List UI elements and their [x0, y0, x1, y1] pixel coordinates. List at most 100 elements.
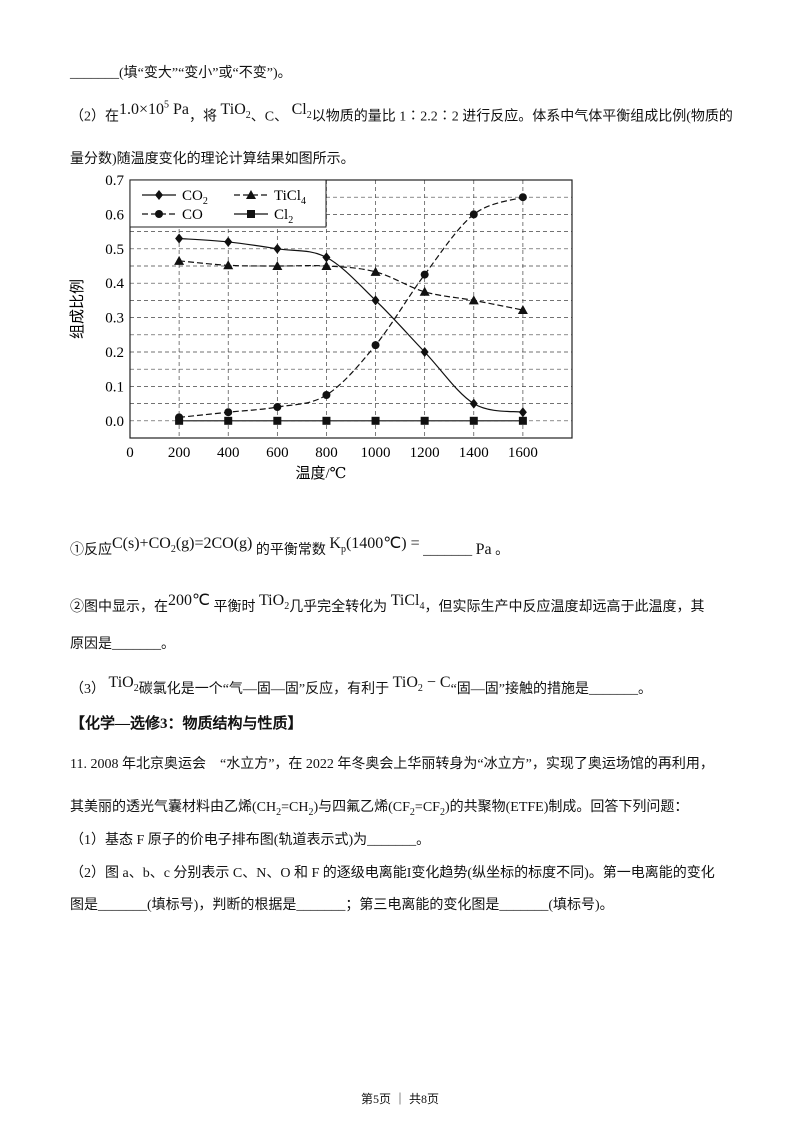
text: 200℃: [168, 592, 210, 609]
text: − C: [422, 674, 451, 691]
legend-marker: [247, 210, 255, 218]
y-tick-label: 0.3: [105, 311, 124, 327]
text: 其美丽的透光气囊材料由乙烯(CH: [70, 800, 277, 815]
text: 平衡时: [213, 600, 256, 615]
text: 碳氯化是一个“气—固—固”反应，有利于: [138, 682, 390, 697]
data-point: [175, 416, 184, 425]
text: “固—固”接触的措施是: [450, 682, 590, 697]
x-tick-label: 800: [315, 445, 338, 461]
data-point: [371, 416, 380, 425]
legend-label: CO2: [182, 188, 208, 207]
question-2-intro: （2）在1.0×105 Pa，将 TiO2、C、 Cl2以物质的量比 1∶2.2…: [70, 100, 733, 125]
section-title: 【化学—选修3：物质结构与性质】: [70, 716, 303, 732]
y-tick-label: 0.1: [105, 379, 124, 395]
x-tick-label: 600: [266, 445, 289, 461]
text: ②图中显示，在: [70, 600, 168, 615]
answer-blank: _______: [589, 682, 639, 697]
text: 2: [284, 601, 290, 613]
answer-blank: _______: [423, 543, 473, 558]
page-footer: 第5页 ｜ 共8页: [360, 1092, 439, 1106]
data-point: [517, 305, 528, 315]
text: 1.0×10: [119, 101, 165, 119]
question-11-part2: （2）图 a、b、c 分别表示 C、N、O 和 F 的逐级电离能I变化趋势(纵坐…: [70, 866, 715, 881]
text: 原因是: [70, 637, 112, 652]
text: )与四氟乙烯(CF: [313, 800, 410, 815]
data-point: [518, 416, 527, 425]
y-tick-label: 0.6: [105, 207, 124, 223]
y-tick-label: 0.0: [105, 414, 124, 430]
x-axis-label: 温度/℃: [296, 465, 347, 482]
text: (1400℃) =: [345, 535, 420, 552]
text: 2: [409, 806, 415, 818]
text: 、C、: [250, 109, 289, 125]
series-line: [179, 196, 524, 418]
text: （1）基态 F 原子的价电子排布图(轨道表示式)为: [70, 833, 368, 848]
text: 2: [170, 544, 176, 556]
data-point: [468, 295, 479, 305]
data-point: [469, 416, 478, 425]
series-co2: [175, 233, 527, 418]
text: p: [340, 544, 346, 556]
series-line: [179, 260, 524, 311]
data-point: [370, 266, 381, 276]
answer-blank: _______: [296, 898, 346, 913]
text: TiO: [108, 674, 134, 691]
legend-box: [129, 179, 327, 228]
text: )的共聚物(ETFE)制成。回答下列问题：: [444, 800, 689, 815]
legend-label: CO: [182, 207, 203, 223]
y-tick-label: 0.2: [105, 345, 124, 361]
text: 2: [308, 806, 314, 818]
text: ，将: [189, 109, 218, 125]
text: TiO: [220, 101, 246, 119]
text: ；第三电离能的变化图是: [345, 898, 500, 913]
question-2-intro-cont: 量分数)随温度变化的理论计算结果如图所示。: [70, 152, 355, 167]
subquestion-1: ①反应C(s)+CO2(g)=2CO(g) 的平衡常数 Kp(1400℃) = …: [70, 533, 509, 559]
text: (填标号)，判断的根据是: [147, 898, 297, 913]
text: (g)=2CO(g): [175, 535, 253, 552]
data-point: [419, 286, 430, 296]
fill-instruction: _______(填“变大”“变小”或“不变”)。: [70, 62, 292, 82]
data-point: [224, 416, 233, 425]
data-point: [322, 416, 331, 425]
y-axis-label: 组成比例: [69, 279, 86, 339]
text: =CF: [414, 800, 440, 815]
text: （3）: [70, 682, 105, 697]
text: 4: [419, 601, 425, 613]
answer-blank: _______: [112, 637, 161, 652]
x-tick-label: 1200: [410, 445, 440, 461]
x-tick-label: 1600: [508, 445, 538, 461]
data-point: [469, 398, 478, 409]
y-tick-label: 0.4: [105, 276, 124, 292]
subquestion-2: ②图中显示，在200℃ 平衡时 TiO2几乎完全转化为 TiCl4，但实际生产中…: [70, 590, 704, 616]
text: 2: [133, 683, 139, 695]
text: （2）在: [70, 109, 119, 125]
text: 以物质的量比 1∶2.2∶2 进行反应。体系中气体平衡组成比例(物质的: [311, 109, 733, 125]
text: Cl: [291, 101, 307, 119]
data-point: [322, 391, 331, 399]
answer-blank: _______: [98, 898, 147, 913]
text: 2: [439, 806, 445, 818]
text: 2: [276, 806, 282, 818]
text: TiO: [258, 592, 285, 609]
legend-marker: [155, 210, 163, 218]
text: 几乎完全转化为: [289, 600, 388, 615]
text: C(s)+CO: [112, 535, 171, 552]
text: 5: [164, 100, 170, 111]
x-tick-label: 400: [217, 445, 240, 461]
subquestion-2-cont: 原因是_______。: [70, 633, 175, 653]
legend-marker: [155, 190, 163, 200]
legend-label: TiCl4: [274, 188, 306, 207]
answer-blank: _______: [367, 833, 417, 848]
data-point: [224, 236, 233, 247]
x-tick-label: 1400: [459, 445, 489, 461]
data-point: [322, 252, 331, 263]
question-11-part2-cont: 图是_______(填标号)，判断的根据是_______；第三电离能的变化图是_…: [70, 894, 614, 914]
text: ，但实际生产中反应温度却远高于此温度，其: [424, 600, 705, 615]
data-point: [273, 243, 282, 254]
composition-chart: 0 200 400 600 800 1000 1200 1400 1600 0.0 0.1 0.2 0.…: [69, 173, 573, 482]
series-line: [179, 237, 523, 413]
question-11-line2: 其美丽的透光气囊材料由乙烯(CH2=CH2)与四氟乙烯(CF2=CF2)的共聚物…: [70, 796, 688, 818]
text: K: [329, 535, 341, 552]
